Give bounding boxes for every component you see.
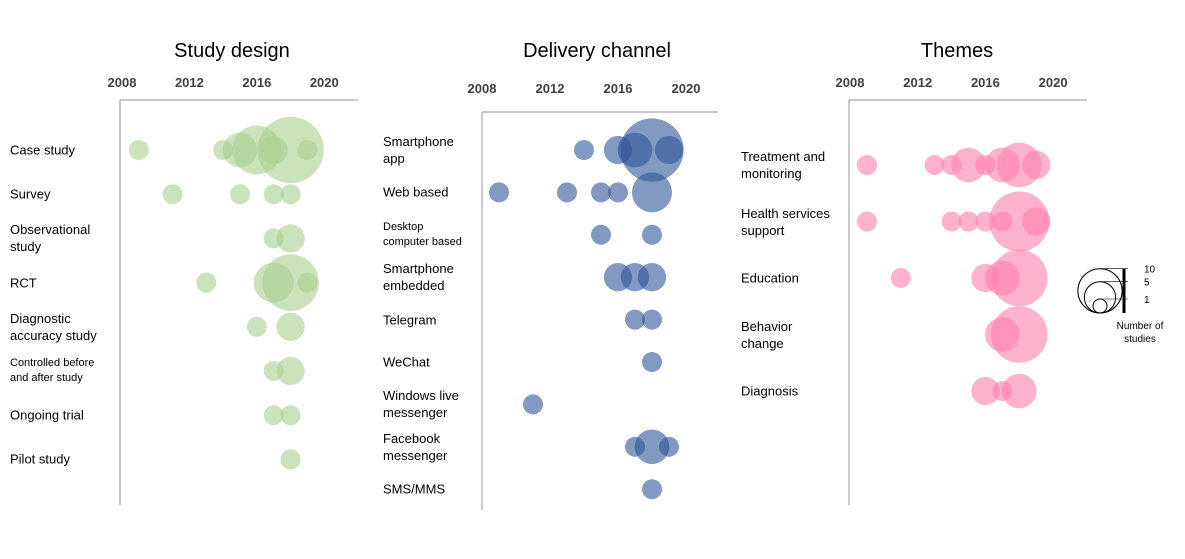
y-tick-label: Telegram [383, 312, 437, 328]
bubble [654, 135, 684, 165]
bubble [276, 224, 305, 253]
chart-title: Study design [174, 40, 290, 62]
bubble [637, 263, 667, 292]
y-tick-label: Diagnosis [741, 383, 799, 399]
bubble [625, 309, 645, 330]
bubble [632, 172, 672, 213]
bubble [196, 272, 217, 293]
bubble [162, 184, 183, 205]
bubble [642, 309, 662, 330]
y-tick-label: Ongoing trial [10, 407, 84, 423]
bubble [1022, 207, 1051, 236]
bubble [276, 312, 305, 341]
bubble [297, 272, 318, 293]
y-tick-label: Observational study [10, 222, 91, 255]
y-tick-label: Case study [10, 142, 76, 158]
bubble [280, 184, 301, 205]
legend-label: 1 [1144, 295, 1150, 306]
bubble [263, 405, 284, 426]
x-tick-label: 2016 [971, 75, 1000, 90]
x-tick-label: 2016 [242, 75, 271, 90]
bubble [557, 182, 577, 203]
bubble [941, 211, 962, 232]
x-tick-label: 2020 [672, 81, 701, 96]
bubble [280, 405, 301, 426]
bubble [128, 140, 149, 160]
bubble [659, 436, 679, 457]
bubble [297, 140, 318, 160]
bubble [856, 211, 877, 232]
bubble [262, 254, 319, 311]
chart-title: Delivery channel [523, 40, 671, 62]
y-tick-label: Desktop computer based [383, 220, 462, 248]
bubble [1022, 150, 1051, 180]
x-tick-label: 2008 [108, 75, 137, 90]
bubble [642, 479, 662, 500]
legend-title: Number of studies [1116, 321, 1164, 345]
legend-circle [1083, 281, 1117, 314]
bubble [951, 147, 986, 183]
y-tick-label: Survey [10, 186, 51, 202]
legend-circle [1077, 268, 1123, 314]
bubble [856, 155, 877, 175]
bubble [642, 352, 662, 372]
x-tick-label: 2008 [468, 81, 497, 96]
y-tick-label: Diagnostic accuracy study [10, 310, 97, 343]
y-tick-label: Windows live messenger [383, 388, 459, 421]
y-tick-label: Controlled before and after study [10, 357, 95, 384]
x-tick-label: 2012 [536, 81, 565, 96]
bubble [958, 211, 979, 232]
x-tick-label: 2020 [310, 75, 339, 90]
y-tick-label: Pilot study [10, 451, 70, 467]
bubble [280, 449, 301, 470]
bubble [1001, 373, 1037, 409]
y-tick-label: Web based [383, 184, 449, 200]
bubble [971, 376, 1000, 406]
bubble [991, 249, 1048, 307]
bubble [591, 224, 611, 245]
legend-label: 10 [1144, 265, 1156, 276]
bubble [276, 356, 305, 386]
y-tick-label: Smartphone embedded [383, 261, 454, 294]
y-tick-label: SMS/MMS [383, 481, 446, 497]
x-tick-label: 2012 [903, 75, 932, 90]
bubble [489, 182, 509, 203]
legend-circle [1092, 298, 1108, 314]
y-tick-label: Facebook messenger [383, 430, 448, 463]
bubble [620, 118, 684, 182]
bubble [991, 306, 1048, 363]
bubble [924, 155, 945, 175]
y-tick-label: Behavior change [741, 318, 793, 351]
y-tick-label: Health services support [741, 205, 830, 238]
y-tick-label: WeChat [383, 354, 430, 370]
bubble [608, 182, 628, 203]
bubble [523, 394, 543, 415]
y-tick-label: Education [741, 270, 799, 286]
x-tick-label: 2020 [1039, 75, 1068, 90]
bubble [642, 224, 662, 245]
y-tick-label: Smartphone app [383, 134, 454, 166]
legend-label: 5 [1144, 278, 1150, 289]
bubble [263, 184, 284, 205]
x-tick-label: 2016 [604, 81, 633, 96]
bubble [634, 429, 670, 465]
bubble [591, 182, 611, 203]
bubble [230, 184, 250, 205]
bubble [246, 316, 267, 337]
y-tick-label: RCT [10, 275, 37, 291]
chart-title: Themes [921, 40, 993, 62]
bubble [257, 116, 324, 184]
x-tick-label: 2012 [175, 75, 204, 90]
bubble [890, 268, 911, 288]
bubble [989, 191, 1050, 252]
x-tick-label: 2008 [836, 75, 865, 90]
bubble [574, 140, 594, 160]
y-tick-label: Treatment and monitoring [741, 149, 826, 181]
